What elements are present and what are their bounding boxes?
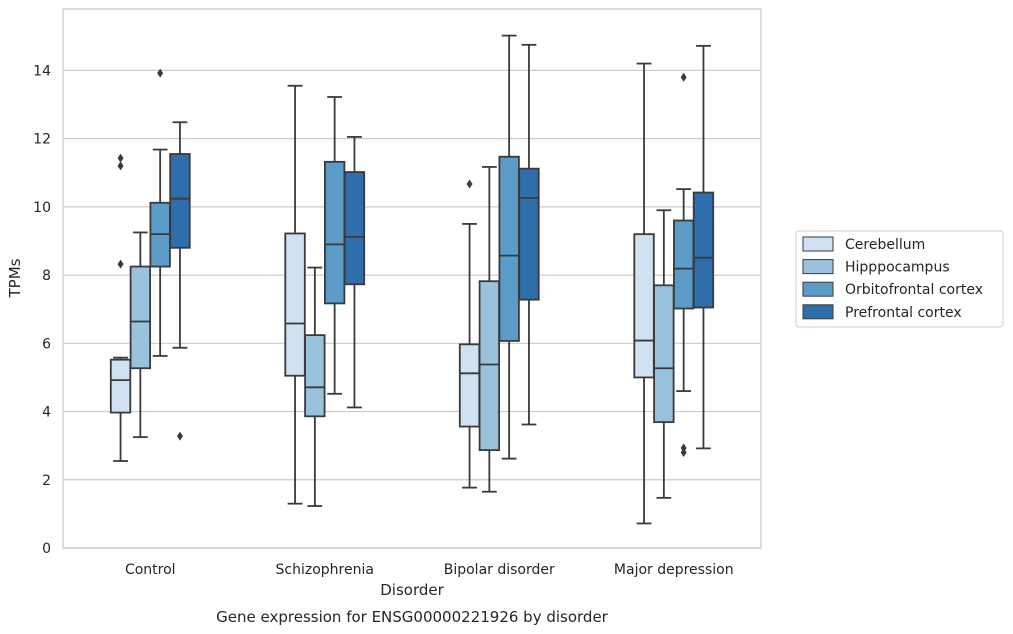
box <box>323 160 346 305</box>
y-tick-label: 14 <box>33 63 51 79</box>
series-prefrontal-cortex <box>169 43 715 450</box>
box <box>478 280 501 451</box>
x-axis-ticks: Control Schizophrenia Bipolar disorder Majo… <box>125 562 734 578</box>
outlier-point <box>466 179 473 189</box>
y-tick-label: 0 <box>42 541 51 557</box>
box <box>458 343 481 428</box>
box <box>692 191 715 309</box>
box <box>518 167 540 301</box>
box <box>169 153 191 249</box>
series-cerebellum <box>109 62 655 525</box>
box <box>343 171 366 286</box>
y-tick-label: 6 <box>42 336 51 352</box>
legend-label: Cerebellum <box>845 237 925 253</box>
outlier-point <box>117 153 124 163</box>
legend-label: Orbitofrontal cortex <box>845 282 983 298</box>
y-tick-label: 12 <box>33 132 51 148</box>
y-axis-label: TPMs <box>6 258 24 298</box>
x-axis-label: Disorder <box>380 581 444 599</box>
box <box>653 284 675 424</box>
x-tick-label: Control <box>125 562 176 578</box>
legend-frame <box>795 230 1004 328</box>
outlier-point <box>117 161 124 171</box>
box <box>304 334 326 418</box>
series-orbitofrontal-cortex <box>149 34 695 460</box>
y-tick-label: 8 <box>42 268 51 284</box>
outlier-point <box>680 72 687 82</box>
plot-frame <box>62 8 762 549</box>
box <box>109 358 132 414</box>
box <box>498 155 520 342</box>
y-tick-label: 10 <box>33 200 51 216</box>
x-tick-label: Bipolar disorder <box>444 562 555 578</box>
legend-swatch <box>802 259 834 275</box>
y-axis-ticks: 0 2 4 6 8 10 12 14 <box>33 63 51 557</box>
outlier-point <box>157 68 164 78</box>
legend-label: Hipppocampus <box>845 260 950 276</box>
box <box>129 265 152 370</box>
chart-caption: Gene expression for ENSG00000221926 by d… <box>216 608 609 626</box>
y-tick-label: 2 <box>42 473 51 489</box>
outlier-point <box>680 443 687 453</box>
box <box>284 232 306 377</box>
box-series <box>109 34 715 525</box>
x-tick-label: Major depression <box>614 562 734 578</box>
outlier-point <box>117 259 124 269</box>
legend: Cerebellum Hipppocampus Orbitofrontal cort… <box>795 230 1004 328</box>
box <box>633 233 655 379</box>
box <box>673 219 695 310</box>
x-tick-label: Schizophrenia <box>276 562 374 578</box>
legend-label: Prefrontal cortex <box>845 305 962 321</box>
legend-swatch <box>802 236 834 252</box>
legend-swatch <box>802 281 834 297</box>
outlier-point <box>176 431 183 441</box>
y-tick-label: 4 <box>42 405 51 421</box>
legend-swatch <box>802 304 834 320</box>
series-hipppocampus <box>129 166 675 507</box>
